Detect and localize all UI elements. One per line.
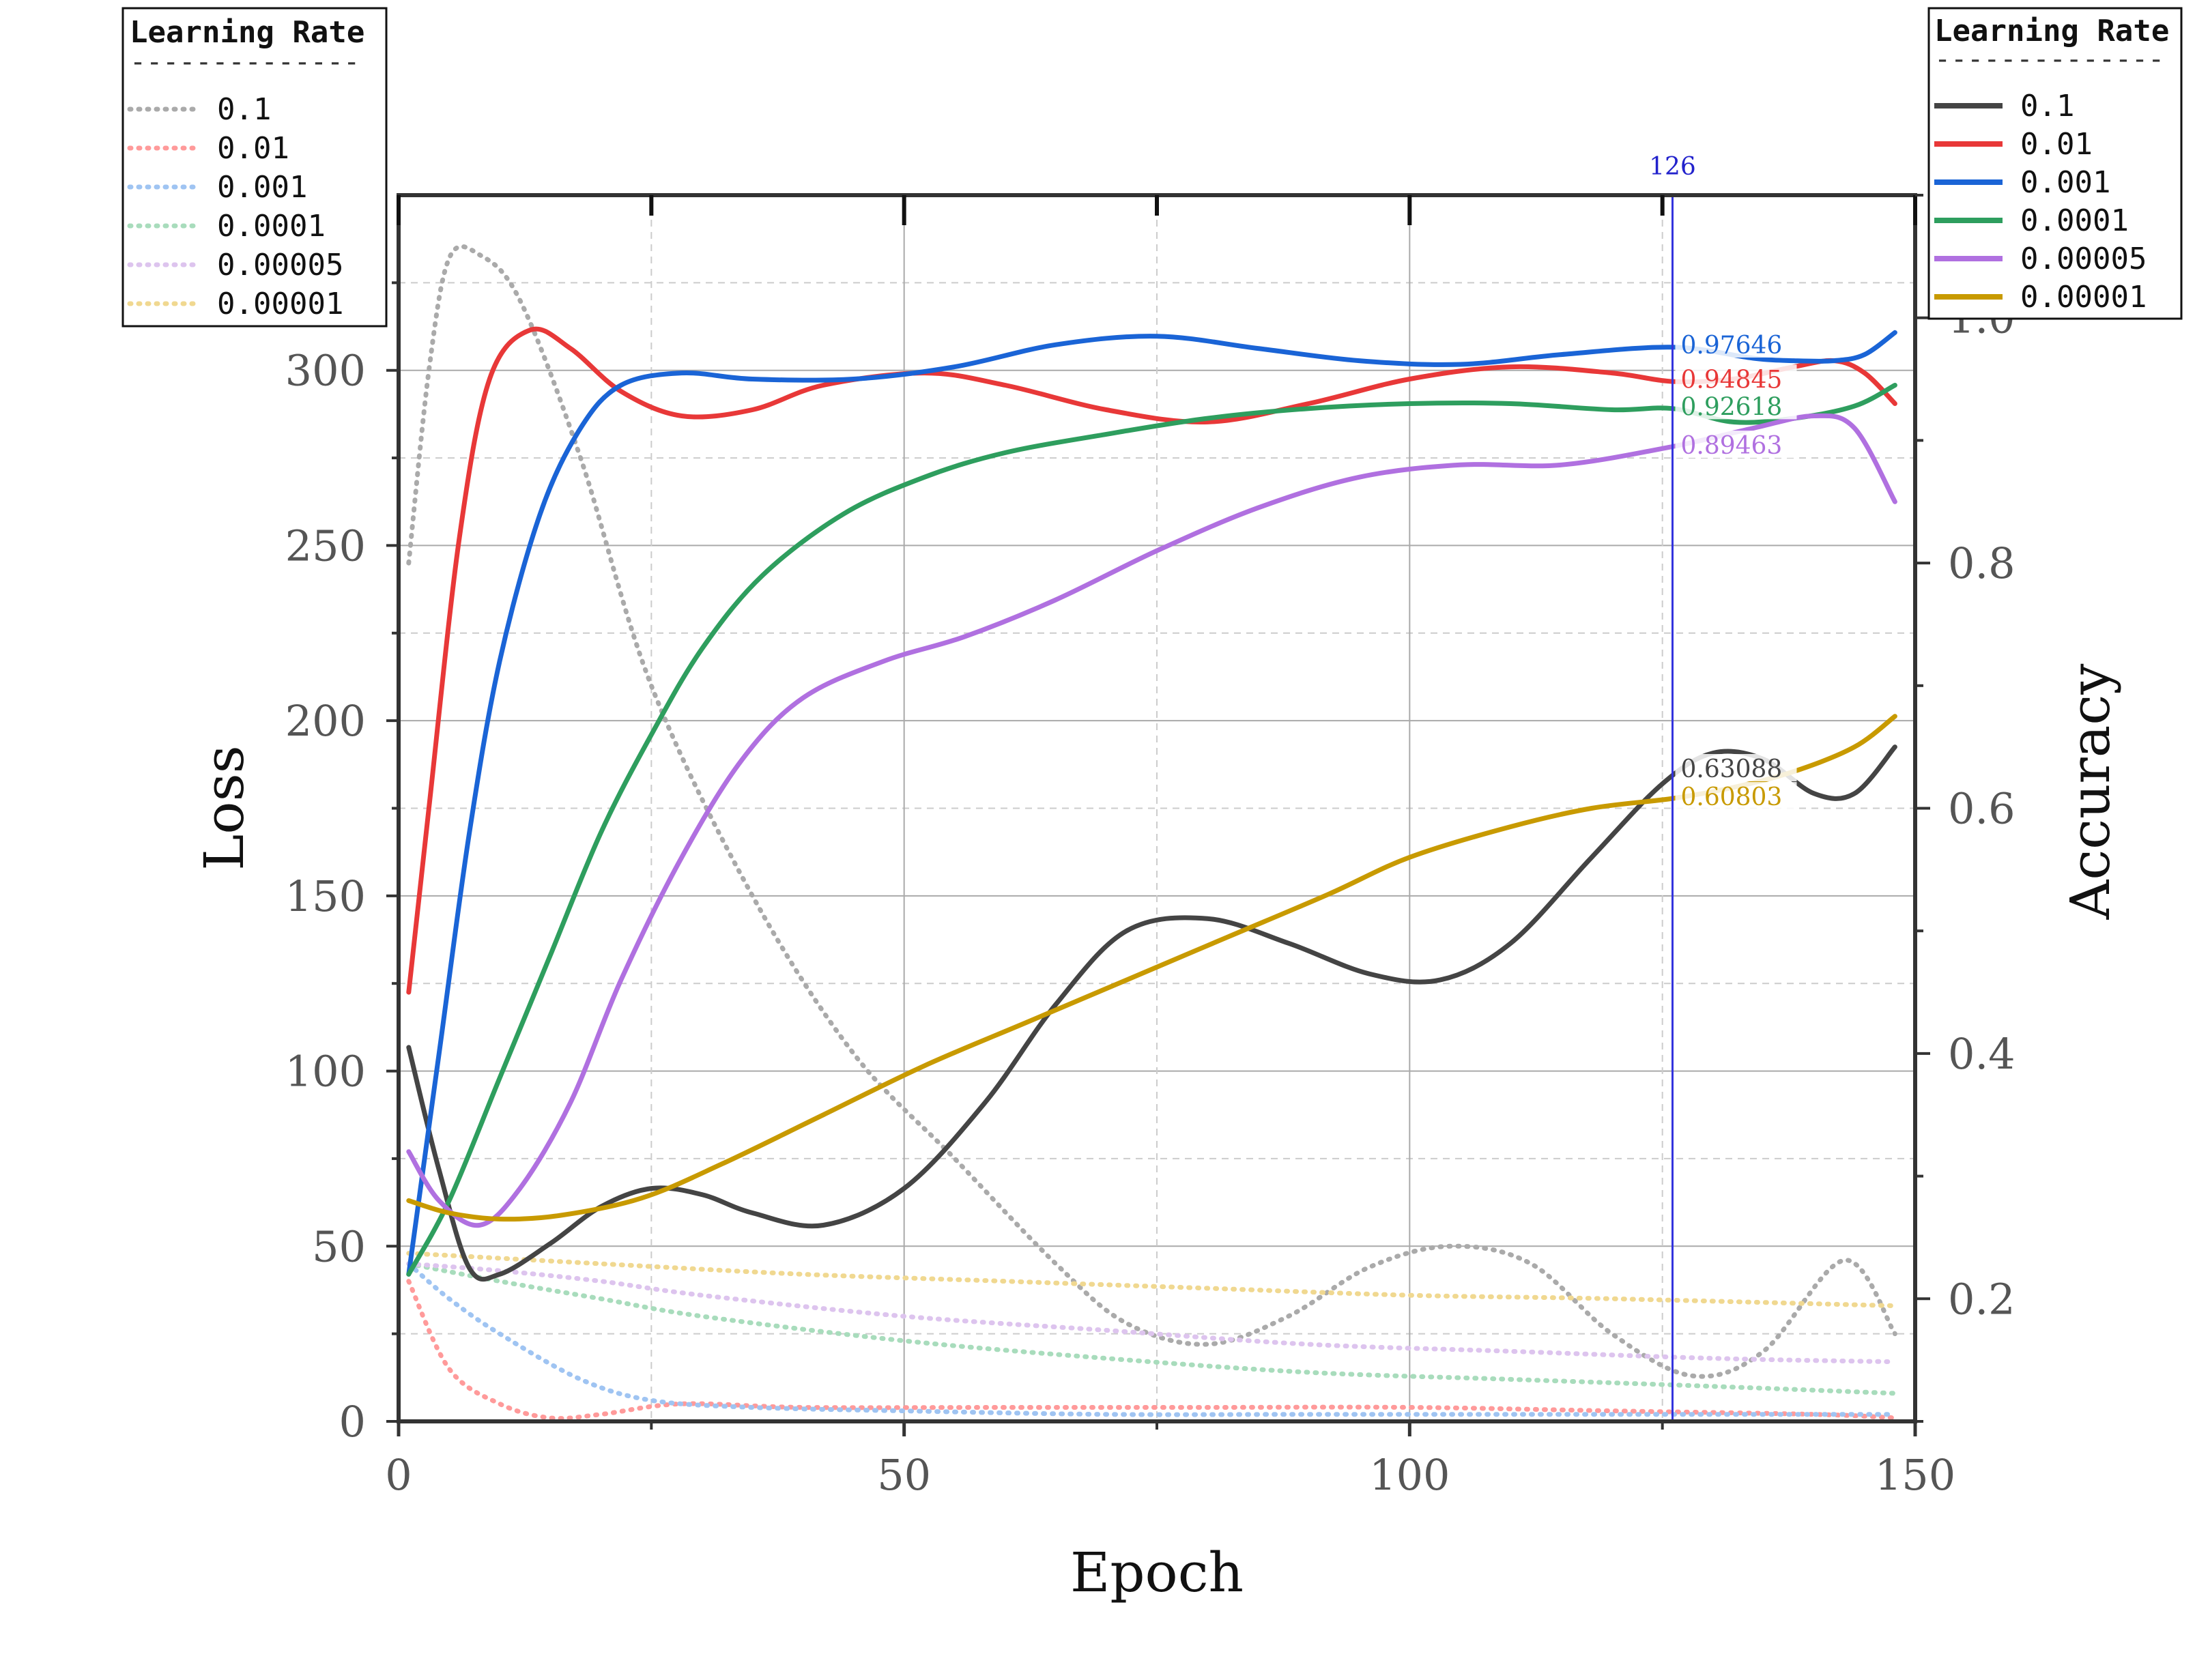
loss-line-0.1: [406, 244, 1897, 1379]
accuracy-line-0.01: [406, 326, 1897, 995]
legend-accuracy-label: 0.0001: [2020, 203, 2129, 238]
annotation-0.97646: 0.97646: [1680, 332, 1782, 360]
legend-loss-label: 0.001: [217, 170, 307, 205]
loss-line-0.00001: [406, 1251, 1897, 1309]
legend-accuracy-title: Learning Rate: [1934, 14, 2169, 48]
accuracy-line-0.1: [406, 744, 1897, 1282]
x-tick-label: 100: [1369, 1450, 1450, 1500]
annotation-0.94845: 0.94845: [1680, 366, 1782, 394]
legend-accuracy-label: 0.001: [2020, 165, 2110, 200]
annotation-bg: [1675, 330, 1797, 358]
legend-accuracy: Learning Rate -------------- 0.10.010.00…: [1927, 7, 2183, 320]
y-left-tick-label: 100: [285, 1047, 366, 1097]
y-right-tick-label: 0.8: [1948, 538, 2015, 588]
y-right-tick-label: 0.2: [1948, 1274, 2015, 1324]
legend-loss-separator: --------------: [130, 46, 360, 78]
cursor-label: 126: [1649, 153, 1696, 181]
y-left-tick-label: 150: [285, 871, 366, 921]
y-right-tick-label: 0.4: [1948, 1029, 2015, 1079]
loss-line-0.00005: [406, 1261, 1897, 1365]
legend-loss-label: 0.0001: [217, 209, 326, 244]
legend-loss-label: 0.00005: [217, 248, 343, 283]
x-axis-title: Epoch: [1070, 1541, 1244, 1604]
legend-accuracy-box: [1927, 7, 2183, 320]
loss-line-0.001: [406, 1261, 1897, 1417]
annotation-0.92618: 0.92618: [1680, 393, 1782, 421]
loss-line-0.0001: [406, 1261, 1897, 1396]
y-right-axis-title: Accuracy: [2058, 664, 2122, 921]
annotation-0.63088: 0.63088: [1680, 755, 1782, 783]
legend-accuracy-separator: --------------: [1934, 44, 2164, 75]
axes: 0501001500501001502002503000.20.40.60.81…: [285, 194, 2015, 1500]
legend-loss-label: 0.1: [217, 92, 271, 127]
legend-loss-items: 0.1 0.01 0.001 0.0001 0.00005 0.00001: [127, 92, 343, 321]
x-tick-label: 150: [1875, 1450, 1955, 1500]
y-left-tick-label: 300: [285, 346, 366, 396]
annotation-0.89463: 0.89463: [1680, 432, 1782, 460]
legend-loss-label: 0.00001: [217, 287, 343, 321]
legend-loss-label: 0.01: [217, 131, 289, 166]
annotation-0.60803: 0.60803: [1680, 783, 1782, 811]
legend-loss-box: [121, 7, 388, 328]
annotation-bg: [1675, 364, 1797, 392]
loss-line-0.01: [406, 1279, 1897, 1421]
y-right-tick-label: 0.6: [1948, 784, 2015, 834]
annotation-bg: [1675, 782, 1797, 810]
x-tick-label: 0: [385, 1450, 412, 1500]
legend-loss-title: Learning Rate: [130, 15, 364, 50]
y-left-axis-title: Loss: [192, 745, 256, 870]
legend-accuracy-label: 0.01: [2020, 127, 2093, 162]
legend-accuracy-label: 0.00001: [2020, 280, 2147, 315]
annotation-bg: [1675, 754, 1797, 782]
y-left-tick-label: 50: [312, 1221, 366, 1271]
y-left-tick-label: 200: [285, 696, 366, 746]
legend-accuracy-label: 0.00005: [2020, 242, 2147, 276]
loss-series-layer: [406, 244, 1897, 1421]
y-left-tick-label: 0: [339, 1397, 366, 1447]
y-left-tick-label: 250: [285, 521, 366, 570]
annotation-bg: [1675, 392, 1797, 420]
annotation-bg: [1675, 431, 1797, 459]
x-tick-label: 50: [877, 1450, 931, 1500]
legend-loss: Learning Rate -------------- 0.1 0.01 0.00…: [121, 7, 388, 328]
legend-accuracy-label: 0.1: [2020, 89, 2074, 124]
epoch-cursor: 126: [1649, 153, 1696, 1421]
accuracy-line-0.0001: [406, 383, 1897, 1277]
